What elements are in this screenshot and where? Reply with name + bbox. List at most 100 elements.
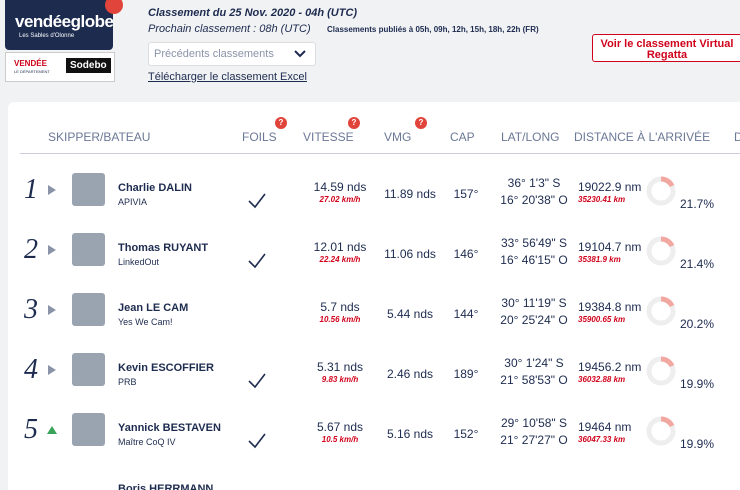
logo-sub: Les Sables d'Olonne [19,33,75,39]
boat: LinkedOut [118,257,160,267]
lat: 36° 1'3" S [507,176,561,190]
logo-badge [105,0,123,14]
skipper: Yannick BESTAVEN [118,422,221,434]
progress-ring [646,416,676,446]
trend [48,305,56,315]
long: 16° 46'15" O [500,253,568,267]
column-header: DISTANCE À L'ARRIVÉE [574,130,711,144]
vmg: 11.89 nds [384,187,436,201]
lat: 29° 10'58" S [500,416,568,430]
avatar [72,293,105,326]
distance: 19384.8 nm [578,300,642,314]
table-card [8,102,740,490]
sponsor-1-sub: LE DÉPARTEMENT [14,69,50,74]
distance-km: 36032.88 km [578,375,626,384]
distance-km: 35381.9 km [578,255,621,264]
speed: 5.7 nds [320,300,360,314]
boat: PRB [118,377,137,387]
distance-km: 35230.41 km [578,195,626,204]
logo: vendéeglobe [15,12,114,31]
distance: 19022.9 nm [578,180,642,194]
help-icon: ? [275,117,287,129]
speed: 14.59 nds [313,180,367,194]
speed-kmh: 9.83 km/h [321,375,359,384]
dropdown[interactable]: Précédents classements [148,42,316,66]
column-header: LAT/LONG [501,130,560,144]
vmg: 5.16 nds [386,427,434,441]
rank: 3 [24,294,38,325]
column-header: CAP [450,130,475,144]
progress-ring [646,176,676,206]
progress-ring [646,296,676,326]
foils-check [248,193,266,209]
cap: 152° [453,427,479,441]
percent: 21.7% [680,197,715,211]
sponsor-2: Sodebo [66,58,111,73]
sponsor-box: VENDÉE LE DÉPARTEMENT Sodebo [5,52,115,82]
cap: 146° [453,247,479,261]
long: 16° 20'38" O [500,193,568,207]
column-header: D [734,130,740,144]
vmg: 11.06 nds [384,247,436,261]
column-header: FOILS [242,130,277,144]
download-link[interactable]: Télécharger le classement Excel [148,71,307,83]
speed-kmh: 10.56 km/h [319,315,361,324]
cap: 157° [453,187,479,201]
dropdown-label: Précédents classements [154,48,274,60]
speed: 5.31 nds [316,360,364,374]
long: 21° 27'27" O [500,433,568,447]
speed-kmh: 22.24 km/h [319,255,361,264]
speed: 5.67 nds [316,420,364,434]
vmg: 5.44 nds [386,307,434,321]
header-rule [20,153,740,154]
progress-ring [646,236,676,266]
lat: 30° 1'24" S [504,356,564,370]
trend [48,185,56,195]
lat: 33° 56'49" S [500,236,568,250]
percent: 21.4% [680,257,715,271]
help-icon: ? [348,117,360,129]
boat: Maître CoQ IV [118,437,176,447]
chevron [294,50,306,58]
percent: 19.9% [680,437,715,451]
progress-ring [646,356,676,386]
trend [47,426,57,434]
avatar [72,413,105,446]
column-header: VMG [384,130,412,144]
distance: 19464 nm [578,420,632,434]
long: 21° 58'53" O [500,373,568,387]
avatar [72,353,105,386]
foils-check [248,253,266,269]
logo-box: vendéeglobe Les Sables d'Olonne [5,0,123,50]
distance: 19104.7 nm [578,240,642,254]
speed: 12.01 nds [313,240,367,254]
long: 20° 25'24" O [500,313,568,327]
foils-check [248,373,266,389]
skipper: Kevin ESCOFFIER [118,362,214,374]
skipper: Boris HERRMANN [118,483,214,490]
title: Classement du 25 Nov. 2020 - 04h (UTC) [148,7,358,19]
percent: 19.9% [680,377,715,391]
skipper: Charlie DALIN [118,182,192,194]
rank: 1 [24,174,38,205]
cap: 144° [453,307,479,321]
column-header: VITESSE [303,130,354,144]
lat: 30° 11'19" S [501,296,567,310]
rank: 4 [24,354,38,385]
distance: 19456.2 nm [578,360,642,374]
sponsor-1: VENDÉE [14,59,47,68]
next: Prochain classement : 08h (UTC) [148,23,311,35]
trend [48,245,56,255]
percent: 20.2% [680,317,715,331]
speed-kmh: 10.5 km/h [321,435,359,444]
trend [48,365,56,375]
help-icon: ? [415,117,427,129]
rank: 5 [24,414,38,445]
skipper: Thomas RUYANT [118,242,209,254]
avatar [72,173,105,206]
distance-km: 35900.65 km [578,315,626,324]
avatar [72,233,105,266]
boat: APIVIA [118,197,148,207]
regatta-button[interactable]: Voir le classement Virtual Regatta [592,34,740,62]
